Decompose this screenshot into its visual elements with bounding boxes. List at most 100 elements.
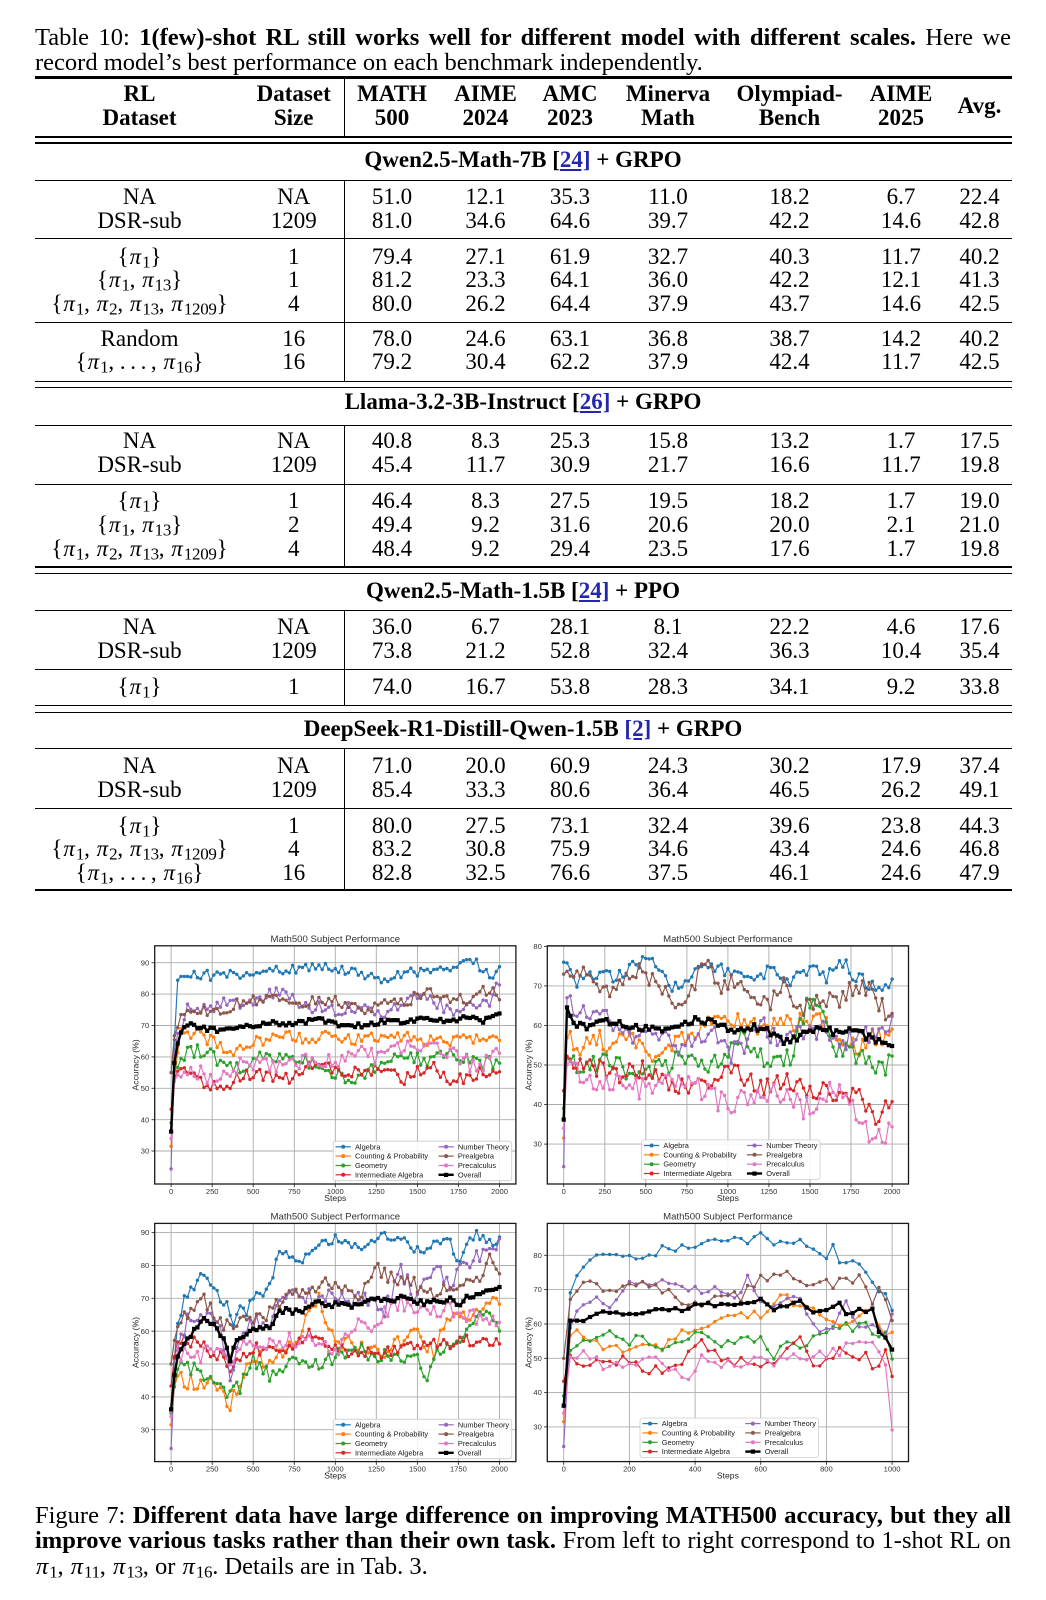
svg-text:70: 70	[533, 1285, 541, 1294]
svg-text:0: 0	[562, 1465, 566, 1474]
svg-text:Precalculus: Precalculus	[765, 1438, 804, 1447]
svg-text:Geometry: Geometry	[355, 1439, 388, 1448]
svg-text:Math500 Subject Performance: Math500 Subject Performance	[271, 934, 401, 945]
svg-text:1500: 1500	[409, 1465, 426, 1474]
svg-text:Geometry: Geometry	[355, 1161, 388, 1170]
svg-text:40: 40	[141, 1115, 149, 1124]
svg-text:Steps: Steps	[717, 1471, 739, 1481]
svg-text:80: 80	[533, 942, 541, 951]
svg-text:Prealgebra: Prealgebra	[765, 1428, 802, 1437]
svg-text:40: 40	[533, 1388, 541, 1397]
svg-text:Math500 Subject Performance: Math500 Subject Performance	[271, 1211, 401, 1222]
svg-text:Number Theory: Number Theory	[458, 1420, 510, 1429]
svg-text:1250: 1250	[368, 1187, 385, 1196]
svg-text:Geometry: Geometry	[662, 1438, 695, 1447]
svg-text:1250: 1250	[760, 1187, 777, 1196]
svg-text:60: 60	[141, 1053, 149, 1062]
svg-text:800: 800	[820, 1465, 833, 1474]
svg-text:Overall: Overall	[765, 1447, 789, 1456]
svg-text:80: 80	[141, 1261, 149, 1270]
svg-text:30: 30	[533, 1140, 541, 1149]
svg-text:Intermediate Algebra: Intermediate Algebra	[355, 1448, 424, 1457]
svg-text:0: 0	[169, 1465, 173, 1474]
svg-text:80: 80	[533, 1251, 541, 1260]
svg-text:30: 30	[141, 1147, 149, 1156]
svg-text:1750: 1750	[843, 1187, 860, 1196]
svg-text:1750: 1750	[450, 1187, 467, 1196]
svg-text:1000: 1000	[719, 1187, 736, 1196]
svg-text:Counting & Probability: Counting & Probability	[355, 1152, 428, 1161]
svg-text:Algebra: Algebra	[355, 1420, 381, 1429]
svg-text:750: 750	[288, 1187, 301, 1196]
svg-text:1000: 1000	[884, 1465, 901, 1474]
svg-text:Counting & Probability: Counting & Probability	[355, 1430, 428, 1439]
svg-text:40: 40	[141, 1393, 149, 1402]
svg-text:30: 30	[141, 1425, 149, 1434]
svg-text:Accuracy (%): Accuracy (%)	[523, 1317, 533, 1368]
svg-text:Number Theory: Number Theory	[765, 1419, 817, 1428]
svg-text:250: 250	[206, 1187, 219, 1196]
svg-text:Precalculus: Precalculus	[458, 1439, 497, 1448]
svg-text:Intermediate Algebra: Intermediate Algebra	[355, 1170, 424, 1179]
svg-text:Prealgebra: Prealgebra	[458, 1430, 495, 1439]
svg-text:1000: 1000	[327, 1465, 344, 1474]
svg-text:Precalculus: Precalculus	[458, 1161, 497, 1170]
svg-text:Intermediate Algebra: Intermediate Algebra	[662, 1447, 731, 1456]
svg-text:70: 70	[141, 1294, 149, 1303]
svg-text:70: 70	[141, 1021, 149, 1030]
svg-text:90: 90	[141, 1228, 149, 1237]
svg-text:60: 60	[533, 1320, 541, 1329]
svg-text:Number Theory: Number Theory	[458, 1142, 510, 1151]
svg-text:0: 0	[562, 1187, 566, 1196]
svg-text:70: 70	[533, 982, 541, 991]
svg-text:1500: 1500	[409, 1187, 426, 1196]
svg-text:Overall: Overall	[766, 1169, 790, 1178]
svg-text:Algebra: Algebra	[662, 1419, 688, 1428]
svg-text:600: 600	[754, 1465, 767, 1474]
svg-text:90: 90	[141, 958, 149, 967]
svg-text:Intermediate Algebra: Intermediate Algebra	[663, 1169, 732, 1178]
svg-text:50: 50	[533, 1354, 541, 1363]
svg-text:Geometry: Geometry	[663, 1160, 696, 1169]
svg-text:Precalculus: Precalculus	[766, 1160, 805, 1169]
svg-text:Steps: Steps	[717, 1193, 739, 1203]
svg-text:750: 750	[288, 1465, 301, 1474]
svg-text:1500: 1500	[802, 1187, 819, 1196]
svg-text:40: 40	[533, 1100, 541, 1109]
svg-text:Steps: Steps	[324, 1471, 346, 1481]
svg-text:500: 500	[639, 1187, 652, 1196]
svg-text:1000: 1000	[327, 1187, 344, 1196]
svg-text:Steps: Steps	[324, 1193, 346, 1203]
svg-text:2000: 2000	[491, 1465, 508, 1474]
svg-text:750: 750	[681, 1187, 694, 1196]
svg-text:Counting & Probability: Counting & Probability	[662, 1428, 735, 1437]
svg-text:200: 200	[623, 1465, 636, 1474]
svg-text:2000: 2000	[884, 1187, 901, 1196]
svg-text:Number Theory: Number Theory	[766, 1141, 818, 1150]
svg-text:Accuracy (%): Accuracy (%)	[523, 1039, 533, 1090]
svg-text:1250: 1250	[368, 1465, 385, 1474]
svg-text:1750: 1750	[450, 1465, 467, 1474]
svg-text:Counting & Probability: Counting & Probability	[663, 1150, 736, 1159]
svg-text:30: 30	[533, 1423, 541, 1432]
svg-text:80: 80	[141, 990, 149, 999]
svg-text:500: 500	[247, 1187, 260, 1196]
svg-text:400: 400	[689, 1465, 702, 1474]
svg-text:Overall: Overall	[458, 1170, 482, 1179]
svg-text:60: 60	[533, 1021, 541, 1030]
svg-text:Math500 Subject Performance: Math500 Subject Performance	[663, 1211, 793, 1222]
svg-text:Prealgebra: Prealgebra	[766, 1150, 803, 1159]
svg-text:250: 250	[206, 1465, 219, 1474]
svg-text:60: 60	[141, 1327, 149, 1336]
svg-text:Accuracy (%): Accuracy (%)	[131, 1317, 141, 1368]
svg-text:0: 0	[169, 1187, 173, 1196]
svg-text:Math500 Subject Performance: Math500 Subject Performance	[663, 934, 793, 945]
svg-text:Overall: Overall	[458, 1448, 482, 1457]
svg-text:Accuracy (%): Accuracy (%)	[131, 1039, 141, 1090]
svg-text:50: 50	[141, 1360, 149, 1369]
svg-text:Prealgebra: Prealgebra	[458, 1152, 495, 1161]
svg-text:50: 50	[141, 1084, 149, 1093]
svg-text:Algebra: Algebra	[355, 1142, 381, 1151]
svg-text:2000: 2000	[491, 1187, 508, 1196]
svg-text:Algebra: Algebra	[663, 1141, 689, 1150]
